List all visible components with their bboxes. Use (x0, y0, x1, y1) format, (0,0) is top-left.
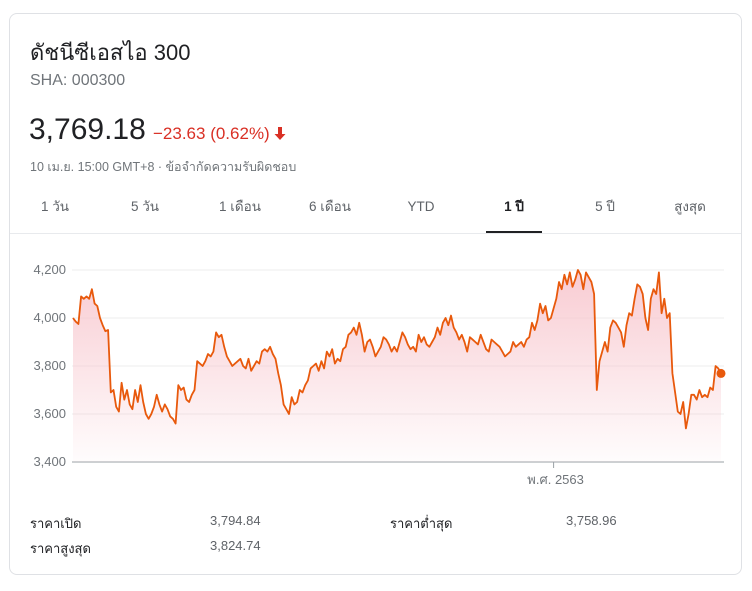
tab-1-year[interactable]: 1 ปี (486, 190, 542, 234)
stat-high-value: 3,824.74 (210, 538, 261, 553)
price-change-text: −23.63 (0.62%) (153, 124, 270, 143)
tab-5-days[interactable]: 5 วัน (130, 199, 160, 214)
current-point-marker (716, 368, 726, 378)
tab-ytd[interactable]: YTD (407, 199, 435, 214)
price-line (72, 269, 722, 430)
stat-open-value: 3,794.84 (210, 513, 261, 528)
y-tick-label: 3,400 (33, 454, 66, 469)
stat-low-value: 3,758.96 (566, 513, 617, 528)
stat-open-label: ราคาเปิด (30, 516, 82, 531)
timestamp-disclaimer: 10 เม.ย. 15:00 GMT+8 · ข้อจำกัดความรับผิ… (30, 160, 297, 174)
stats-table: ราคาเปิด 3,794.84 ราคาต่ำสุด 3,758.96 รา… (30, 513, 730, 563)
stock-card (9, 13, 742, 575)
price-change: −23.63 (0.62%) (153, 124, 287, 144)
y-tick-label: 4,000 (33, 310, 66, 325)
x-tick-label: พ.ศ. 2563 (527, 472, 584, 487)
y-tick-label: 4,200 (33, 262, 66, 277)
price-chart[interactable]: 3,400 3,600 3,800 4,000 4,200 พ.ศ. 2563 (0, 240, 752, 495)
tab-6-months[interactable]: 6 เดือน (309, 199, 351, 214)
tab-1-month[interactable]: 1 เดือน (219, 199, 261, 214)
stat-low-label: ราคาต่ำสุด (390, 516, 453, 531)
y-tick-label: 3,800 (33, 358, 66, 373)
range-tabs: 1 วัน 5 วัน 1 เดือน 6 เดือน YTD 1 ปี 5 ป… (10, 190, 741, 234)
page-title: ดัชนีซีเอสไอ 300 (30, 40, 191, 65)
stat-high-label: ราคาสูงสุด (30, 541, 91, 556)
tab-max[interactable]: สูงสุด (674, 199, 706, 214)
y-tick-label: 3,600 (33, 406, 66, 421)
ticker-symbol: SHA: 000300 (30, 72, 126, 89)
price-area (73, 270, 721, 462)
tab-1-day[interactable]: 1 วัน (40, 199, 70, 214)
tab-5-years[interactable]: 5 ปี (595, 199, 615, 214)
arrow-down-icon (274, 127, 286, 140)
current-price: 3,769.18 (29, 113, 146, 146)
tab-divider (10, 233, 741, 234)
